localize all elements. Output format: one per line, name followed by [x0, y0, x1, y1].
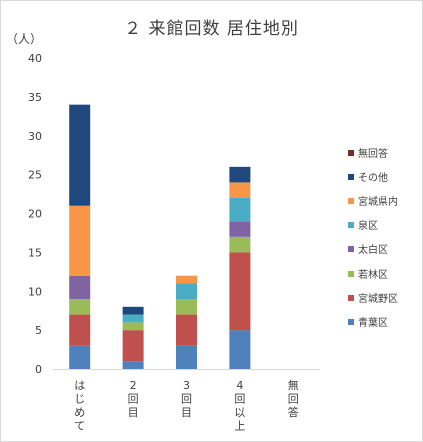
bar-segment	[229, 182, 251, 198]
x-tick-label-char: 回	[288, 393, 299, 406]
bar-segment	[229, 197, 251, 222]
x-tick-label-char: 上	[234, 420, 245, 433]
legend-swatch	[348, 270, 354, 277]
legend-label: 宮城野区	[358, 293, 398, 305]
y-tick-label: 25	[28, 169, 42, 182]
x-tick-label-char: 目	[128, 406, 139, 419]
legend-label: 宮城県内	[358, 197, 398, 209]
bar-segment	[69, 205, 91, 276]
x-tick-label-char: 無	[288, 378, 299, 392]
x-tick-label-char: 答	[288, 405, 299, 419]
legend-swatch	[348, 294, 354, 301]
bar-segment	[229, 236, 251, 253]
y-axis-unit-label: （人）	[6, 32, 43, 46]
x-tick-label-char: 目	[181, 406, 192, 419]
bar-segment	[122, 361, 144, 369]
legend-swatch	[348, 198, 354, 205]
legend-label: 青葉区	[358, 317, 388, 329]
y-tick-label: 5	[35, 324, 42, 337]
x-tick-label-char: 回	[234, 393, 245, 406]
legend-swatch	[348, 246, 354, 253]
bar-segment	[229, 330, 251, 369]
bar-segment	[176, 299, 197, 315]
x-tick-label-char: 3	[183, 379, 190, 392]
x-tick-label-char: 以	[234, 406, 245, 419]
x-tick-label-char: じ	[74, 393, 85, 406]
bar-segment	[229, 221, 251, 237]
legend-swatch	[348, 150, 354, 156]
legend-item: 宮城野区	[348, 293, 398, 307]
bar-segment	[69, 275, 91, 300]
bar-segment	[176, 275, 197, 284]
y-tick-label: 10	[28, 285, 42, 298]
bar-segment	[176, 314, 197, 346]
legend-item: 宮城県内	[348, 196, 398, 210]
legend-item: 無回答	[348, 148, 388, 162]
legend-label: 泉区	[358, 221, 378, 233]
legend-item: 太白区	[348, 244, 388, 258]
y-tick-label: 35	[28, 91, 42, 104]
y-tick-label: 15	[28, 246, 42, 259]
x-tick-label-char: て	[74, 420, 85, 433]
legend-label: 無回答	[358, 149, 388, 160]
chart-title: ２ 来館回数 居住地別	[124, 19, 299, 39]
bar-segment	[69, 299, 91, 315]
bar-segment	[122, 322, 144, 331]
y-tick-label: 30	[28, 130, 42, 143]
bar-segment	[229, 252, 251, 331]
bar-segment	[69, 345, 91, 369]
x-tick-label-char: 4	[236, 379, 243, 392]
legend-label: 太白区	[358, 245, 388, 257]
x-tick-label-char: め	[74, 406, 85, 419]
bar-segment	[69, 314, 91, 346]
bar-segment	[176, 345, 197, 369]
x-tick-label-char: 2	[130, 379, 137, 392]
y-tick-label: 40	[28, 52, 42, 65]
legend-swatch	[348, 174, 354, 181]
bar-segment	[176, 283, 197, 300]
legend-swatch	[348, 318, 354, 325]
x-tick-label-char: は	[74, 379, 85, 392]
bar-segment	[229, 166, 251, 183]
bar-segment	[69, 104, 91, 206]
legend-item: 青葉区	[348, 317, 388, 331]
bar-segment	[122, 330, 144, 362]
bar-segment	[122, 314, 144, 323]
legend-item: 泉区	[348, 220, 378, 234]
legend-label: その他	[358, 173, 388, 185]
x-tick-label-char: 回	[181, 393, 192, 406]
bar-segment	[122, 306, 144, 315]
y-tick-label: 0	[35, 363, 42, 376]
legend-item: その他	[348, 172, 388, 186]
legend-label: 若林区	[358, 269, 388, 281]
legend-swatch	[348, 222, 354, 229]
x-tick-label-char: 回	[128, 393, 139, 406]
legend-item: 若林区	[348, 269, 388, 283]
y-tick-label: 20	[28, 208, 42, 221]
